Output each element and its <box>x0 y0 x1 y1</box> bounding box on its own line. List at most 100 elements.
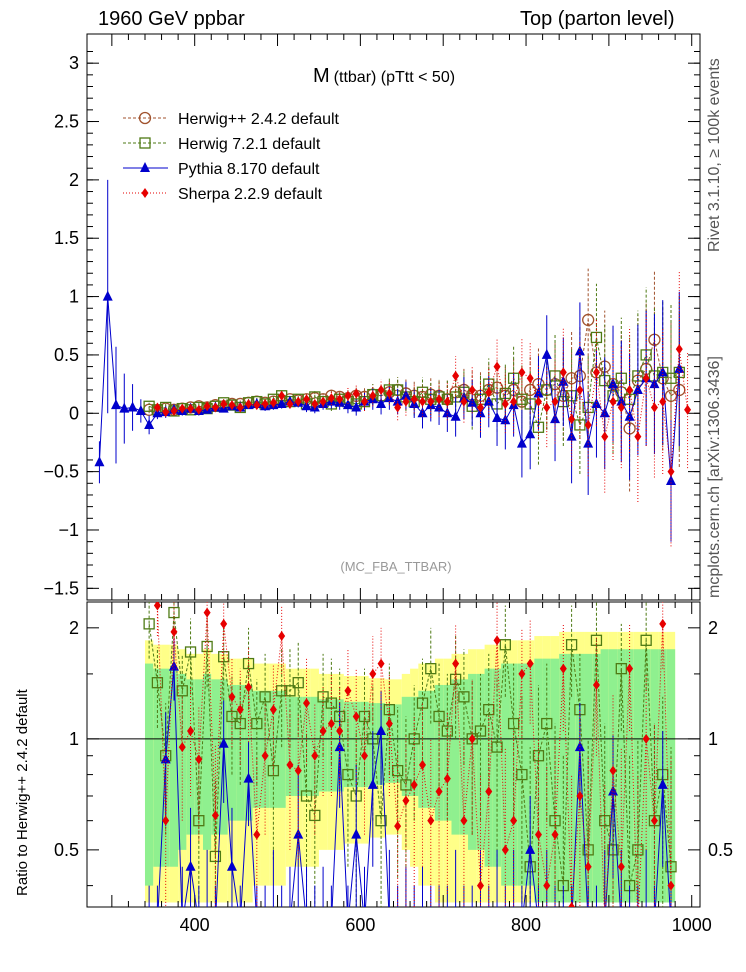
marker-square <box>176 685 188 697</box>
marker-triangle <box>442 918 452 928</box>
legend-entry <box>123 111 168 125</box>
marker-square <box>317 691 329 703</box>
marker-diamond <box>278 631 286 642</box>
marker-triangle <box>525 428 536 439</box>
marker-diamond <box>568 414 576 425</box>
marker-square <box>300 790 313 802</box>
marker-diamond <box>568 902 576 907</box>
marker-triangle <box>500 918 510 928</box>
marker-triangle <box>376 397 387 408</box>
marker-square <box>640 634 652 646</box>
marker-triangle <box>277 918 287 928</box>
marker-diamond <box>269 397 277 408</box>
marker-triangle <box>210 918 220 928</box>
marker-triangle <box>342 399 353 410</box>
band-green-bin <box>517 663 527 886</box>
marker-triangle <box>351 401 362 412</box>
marker-triangle <box>475 918 485 928</box>
marker-diamond <box>493 635 501 646</box>
marker-triangle <box>542 918 552 928</box>
marker-square <box>276 685 288 697</box>
marker-diamond <box>344 685 352 696</box>
marker-diamond <box>228 691 236 702</box>
band-green-bin <box>550 658 560 903</box>
marker-diamond <box>485 786 493 797</box>
marker-diamond <box>642 733 650 744</box>
marker-square <box>441 725 453 737</box>
band-green-bin <box>153 668 162 867</box>
marker-square <box>267 764 280 777</box>
marker-square <box>474 725 487 737</box>
band-green-bin <box>294 696 303 796</box>
marker-square <box>665 372 677 384</box>
marker-diamond <box>385 388 393 399</box>
marker-square <box>425 663 437 675</box>
marker-triangle <box>625 918 635 928</box>
marker-diamond <box>178 403 186 414</box>
marker-triangle <box>127 401 138 412</box>
marker-diamond <box>642 373 650 384</box>
marker-triangle <box>649 918 659 928</box>
marker-triangle <box>276 397 287 408</box>
marker-square <box>391 764 404 777</box>
main-series-triangle <box>94 179 685 542</box>
marker-triangle <box>384 918 394 928</box>
marker-diamond <box>195 754 203 765</box>
band-green-bin <box>451 679 460 835</box>
marker-diamond <box>510 815 518 826</box>
marker-square <box>408 733 420 745</box>
marker-diamond <box>162 815 170 826</box>
marker-diamond <box>394 821 402 832</box>
marker-diamond <box>269 704 277 715</box>
marker-triangle <box>351 828 362 839</box>
band-green-bin <box>393 704 402 783</box>
marker-triangle <box>583 918 593 928</box>
marker-diamond <box>361 396 369 407</box>
marker-triangle <box>632 383 643 394</box>
band-green-bin <box>501 663 510 886</box>
marker-diamond <box>336 394 344 405</box>
marker-diamond <box>609 396 617 407</box>
marker-triangle <box>492 411 503 422</box>
marker-triangle <box>600 918 610 928</box>
marker-square <box>416 697 429 709</box>
marker-triangle <box>144 918 154 928</box>
band-green-bin <box>202 673 212 850</box>
marker-diamond <box>626 384 634 395</box>
marker-diamond <box>336 726 344 737</box>
marker-circle <box>524 383 537 397</box>
ratio-ytick-label-right: 0.5 <box>708 840 733 860</box>
band-green-bin <box>592 653 601 903</box>
marker-triangle <box>550 918 560 928</box>
marker-diamond <box>576 790 584 801</box>
band-green-bin <box>642 649 651 903</box>
marker-diamond <box>634 431 642 442</box>
band-green-bin <box>277 690 286 808</box>
band-green-bin <box>666 649 676 903</box>
marker-square <box>139 137 151 149</box>
marker-triangle <box>409 918 419 928</box>
marker-diamond <box>667 880 675 891</box>
marker-diamond <box>253 829 261 840</box>
band-green-bin <box>625 649 634 903</box>
band-green-bin <box>633 649 643 903</box>
marker-square <box>284 685 296 697</box>
marker-diamond <box>303 394 311 405</box>
marker-square <box>226 710 238 723</box>
marker-diamond <box>261 750 269 761</box>
marker-diamond <box>510 396 518 407</box>
marker-diamond <box>476 880 484 891</box>
marker-triangle <box>550 413 561 424</box>
marker-diamond <box>435 786 443 797</box>
marker-triangle <box>252 918 262 928</box>
marker-diamond <box>278 390 286 401</box>
marker-diamond <box>626 663 634 674</box>
marker-triangle <box>624 410 635 421</box>
marker-triangle <box>400 389 411 400</box>
ratio-ytick-label-right: 1 <box>708 729 718 749</box>
marker-diamond <box>261 398 269 409</box>
marker-triangle <box>185 860 196 871</box>
marker-diamond <box>245 398 253 409</box>
band-green-bin <box>567 653 576 903</box>
marker-square <box>458 691 470 703</box>
